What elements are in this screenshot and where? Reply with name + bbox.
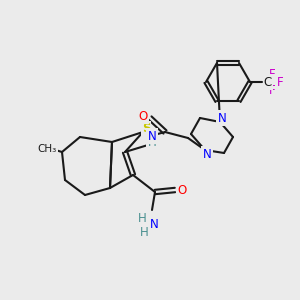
Text: C: C: [264, 76, 272, 88]
Text: F: F: [277, 76, 283, 88]
Text: O: O: [138, 110, 148, 122]
Text: O: O: [177, 184, 187, 196]
Text: F: F: [269, 83, 275, 97]
Text: N: N: [218, 112, 226, 124]
Text: F: F: [269, 68, 275, 80]
Text: CH₃: CH₃: [38, 144, 57, 154]
Text: H: H: [140, 226, 148, 238]
Text: N: N: [150, 218, 158, 232]
Text: S: S: [142, 122, 150, 136]
Text: H: H: [138, 212, 146, 224]
Text: N: N: [202, 148, 211, 160]
Text: N: N: [148, 130, 156, 142]
Text: H: H: [148, 136, 156, 149]
